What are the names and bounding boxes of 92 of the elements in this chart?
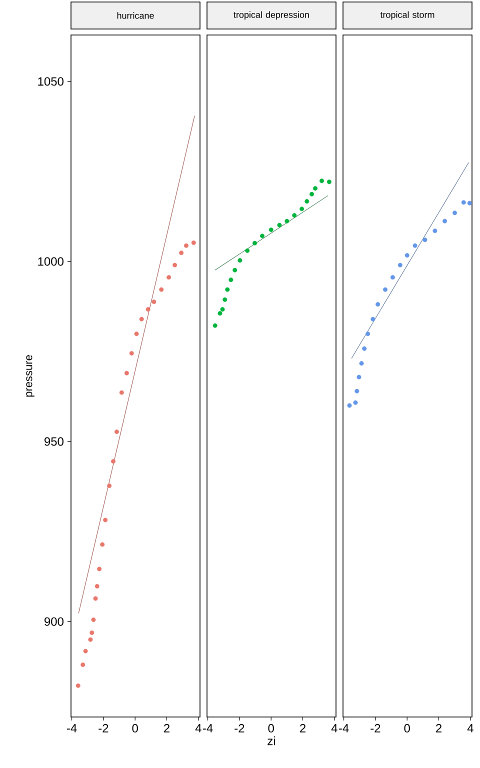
point [114, 430, 119, 434]
y-axis-title: pressure [26, 355, 34, 397]
point [225, 287, 230, 292]
x-tick-label: 2 [164, 724, 170, 732]
point [398, 262, 402, 268]
point [284, 218, 290, 224]
x-tick-label: -2 [98, 724, 108, 732]
point [383, 287, 388, 292]
point [191, 240, 196, 246]
x-tick-label: 2 [436, 724, 442, 732]
point [222, 297, 228, 302]
x-tick-label: 0 [404, 724, 410, 733]
point [422, 238, 428, 242]
point [359, 361, 364, 366]
point [461, 200, 466, 205]
chart-title: hurricane [117, 12, 154, 19]
point [111, 459, 116, 464]
point [376, 302, 380, 307]
point [260, 234, 264, 238]
point [362, 346, 367, 351]
point [124, 370, 129, 376]
point [404, 253, 410, 258]
point [100, 542, 105, 547]
point [91, 618, 96, 622]
point [412, 243, 418, 248]
chart-title: tropical storm [380, 11, 434, 20]
x-tick-label: -4 [66, 724, 77, 732]
point [277, 222, 282, 228]
point [452, 210, 457, 216]
x-tick-label: 4 [195, 724, 202, 732]
point [90, 630, 94, 635]
x-tick-label: 4 [331, 724, 338, 732]
x-tick-label: -4 [202, 724, 213, 732]
point [119, 390, 124, 395]
point [390, 275, 395, 280]
x-tick-label: -2 [370, 724, 380, 732]
point [354, 388, 360, 394]
point [353, 400, 358, 405]
point [172, 262, 178, 268]
point [129, 351, 134, 356]
point [146, 307, 150, 312]
point [442, 218, 448, 224]
point [310, 192, 314, 196]
point [326, 180, 332, 184]
x-tick-label: -2 [234, 724, 244, 732]
y-tick-label: 1000 [38, 257, 64, 266]
x-tick-label: -4 [338, 724, 349, 732]
point [292, 213, 297, 218]
point [80, 662, 86, 668]
point [88, 637, 93, 642]
point [313, 186, 318, 191]
point [238, 258, 242, 263]
point [252, 240, 258, 246]
chart-title: tropical depression [234, 11, 309, 20]
point [179, 250, 184, 256]
point [228, 278, 234, 282]
point [93, 596, 98, 601]
point [432, 228, 438, 234]
point [300, 206, 304, 212]
point [320, 178, 324, 184]
x-tick-label: 0 [268, 724, 274, 733]
point [139, 316, 144, 322]
point [304, 199, 310, 204]
point [467, 200, 472, 206]
point [268, 228, 274, 232]
x-tick-label: 2 [300, 724, 306, 732]
point [159, 287, 164, 292]
y-tick-label: 900 [44, 617, 64, 626]
point [220, 307, 225, 312]
point [347, 403, 352, 408]
point [212, 323, 218, 328]
point [107, 484, 112, 488]
point [103, 518, 108, 522]
point [218, 311, 222, 316]
x-tick-label: 4 [467, 724, 474, 732]
y-tick-label: 950 [44, 437, 64, 446]
x-tick-label: 0 [132, 724, 138, 733]
point [366, 332, 370, 336]
point [94, 584, 100, 589]
y-tick-label: 1050 [38, 77, 64, 86]
point [134, 332, 139, 336]
point [245, 248, 250, 253]
point [152, 300, 156, 304]
point [370, 316, 376, 322]
point [184, 243, 188, 248]
x-axis-title: zi [268, 736, 276, 746]
point [76, 683, 80, 688]
point [232, 268, 238, 272]
point [166, 275, 172, 280]
point [97, 566, 102, 572]
point [356, 374, 362, 380]
point [83, 648, 88, 654]
